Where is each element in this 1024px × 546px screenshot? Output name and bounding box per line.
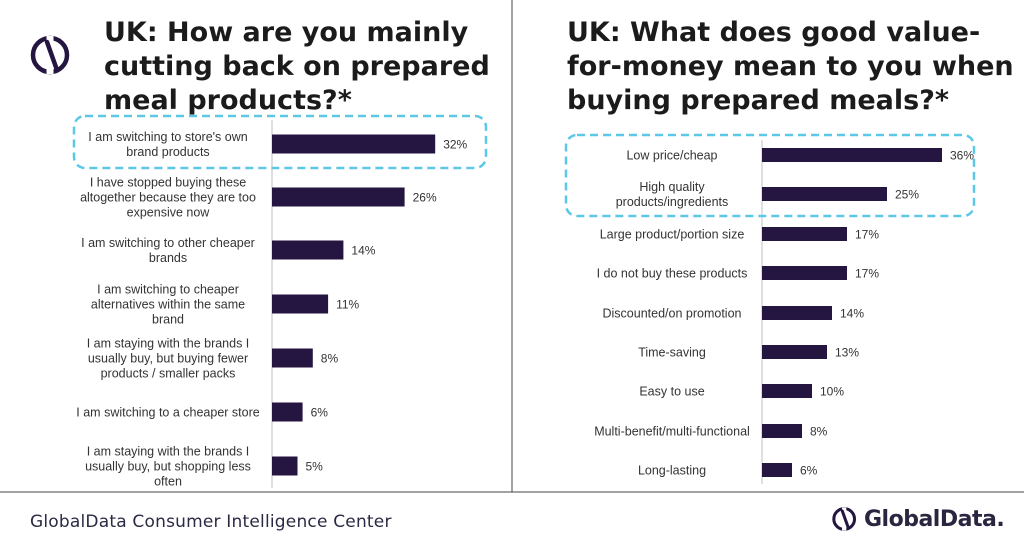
- right-category-label: Multi-benefit/multi-functional: [594, 425, 750, 439]
- left-category-label: I am switching to cheaper: [97, 283, 239, 297]
- right-chart-title: UK: What does good value-for-money mean …: [567, 17, 1014, 116]
- right-category-label: Long-lasting: [638, 464, 706, 478]
- right-value-label: 17%: [855, 228, 879, 242]
- right-bar: [762, 463, 792, 477]
- left-category-label: alternatives within the same: [91, 298, 245, 312]
- right-value-label: 25%: [895, 188, 919, 202]
- left-value-label: 14%: [351, 244, 375, 258]
- right-bar: [762, 384, 812, 398]
- left-category-label: altogether because they are too: [80, 191, 256, 205]
- footer-brand: GlobalData.: [832, 505, 1005, 533]
- left-category-label: products / smaller packs: [101, 367, 236, 381]
- right-category-label: Large product/portion size: [600, 228, 745, 242]
- left-value-label: 8%: [321, 352, 339, 366]
- left-category-label: I have stopped buying these: [90, 176, 246, 190]
- right-bar: [762, 306, 832, 320]
- left-category-label: brand products: [126, 145, 209, 159]
- left-category-label: usually buy, but buying fewer: [88, 352, 248, 366]
- left-value-label: 6%: [311, 406, 329, 420]
- left-chart-title: UK: How are you mainly cutting back on p…: [104, 17, 490, 116]
- right-highlight-box: [564, 133, 976, 218]
- left-value-label: 5%: [306, 460, 324, 474]
- right-value-label: 10%: [820, 385, 844, 399]
- left-category-label: I am staying with the brands I: [87, 445, 250, 459]
- right-category-label: Time-saving: [638, 346, 706, 360]
- left-category-label: I am switching to other cheaper: [81, 236, 255, 250]
- left-value-label: 26%: [413, 191, 437, 205]
- left-category-label: expensive now: [127, 206, 211, 220]
- left-category-label: often: [154, 475, 182, 489]
- right-category-label: products/ingredients: [616, 195, 729, 209]
- right-category-label: Discounted/on promotion: [603, 307, 742, 321]
- right-bar: [762, 266, 847, 280]
- left-category-label: I am switching to store's own: [88, 130, 247, 144]
- right-value-label: 14%: [840, 307, 864, 321]
- left-category-label: I am staying with the brands I: [87, 337, 250, 351]
- left-bar: [272, 456, 298, 476]
- left-bar: [272, 402, 303, 422]
- right-value-label: 6%: [800, 464, 818, 478]
- right-category-label: Easy to use: [639, 385, 704, 399]
- left-value-label: 11%: [336, 298, 359, 312]
- left-highlight-box: [72, 114, 488, 170]
- left-category-label: usually buy, but shopping less: [85, 460, 251, 474]
- left-value-label: 32%: [443, 138, 467, 152]
- right-bar-chart: 36% Low price/cheap 25% High qualityproduct…: [564, 133, 976, 484]
- right-category-label: I do not buy these products: [597, 267, 748, 281]
- right-value-label: 17%: [855, 267, 879, 281]
- left-bar: [272, 134, 436, 154]
- right-bar: [762, 345, 827, 359]
- brand-name: GlobalData.: [864, 506, 1005, 532]
- left-category-label: brand: [152, 313, 184, 327]
- right-bar: [762, 187, 887, 201]
- right-category-label: High quality: [639, 180, 705, 194]
- left-bar: [272, 294, 329, 314]
- right-category-label: Low price/cheap: [626, 149, 717, 163]
- right-bar: [762, 227, 847, 241]
- left-category-label: brands: [149, 251, 187, 265]
- globaldata-logo-icon: [832, 507, 857, 531]
- left-category-label: I am switching to a cheaper store: [76, 406, 259, 420]
- right-value-label: 8%: [810, 425, 828, 439]
- right-bar: [762, 148, 942, 162]
- right-bar: [762, 424, 802, 438]
- footer-source: GlobalData Consumer Intelligence Center: [30, 512, 392, 532]
- left-bar: [272, 348, 313, 368]
- globaldata-logo-icon: [30, 35, 70, 75]
- left-bar: [272, 240, 344, 260]
- right-value-label: 13%: [835, 346, 859, 360]
- left-bar: [272, 187, 405, 207]
- right-value-label: 36%: [950, 149, 974, 163]
